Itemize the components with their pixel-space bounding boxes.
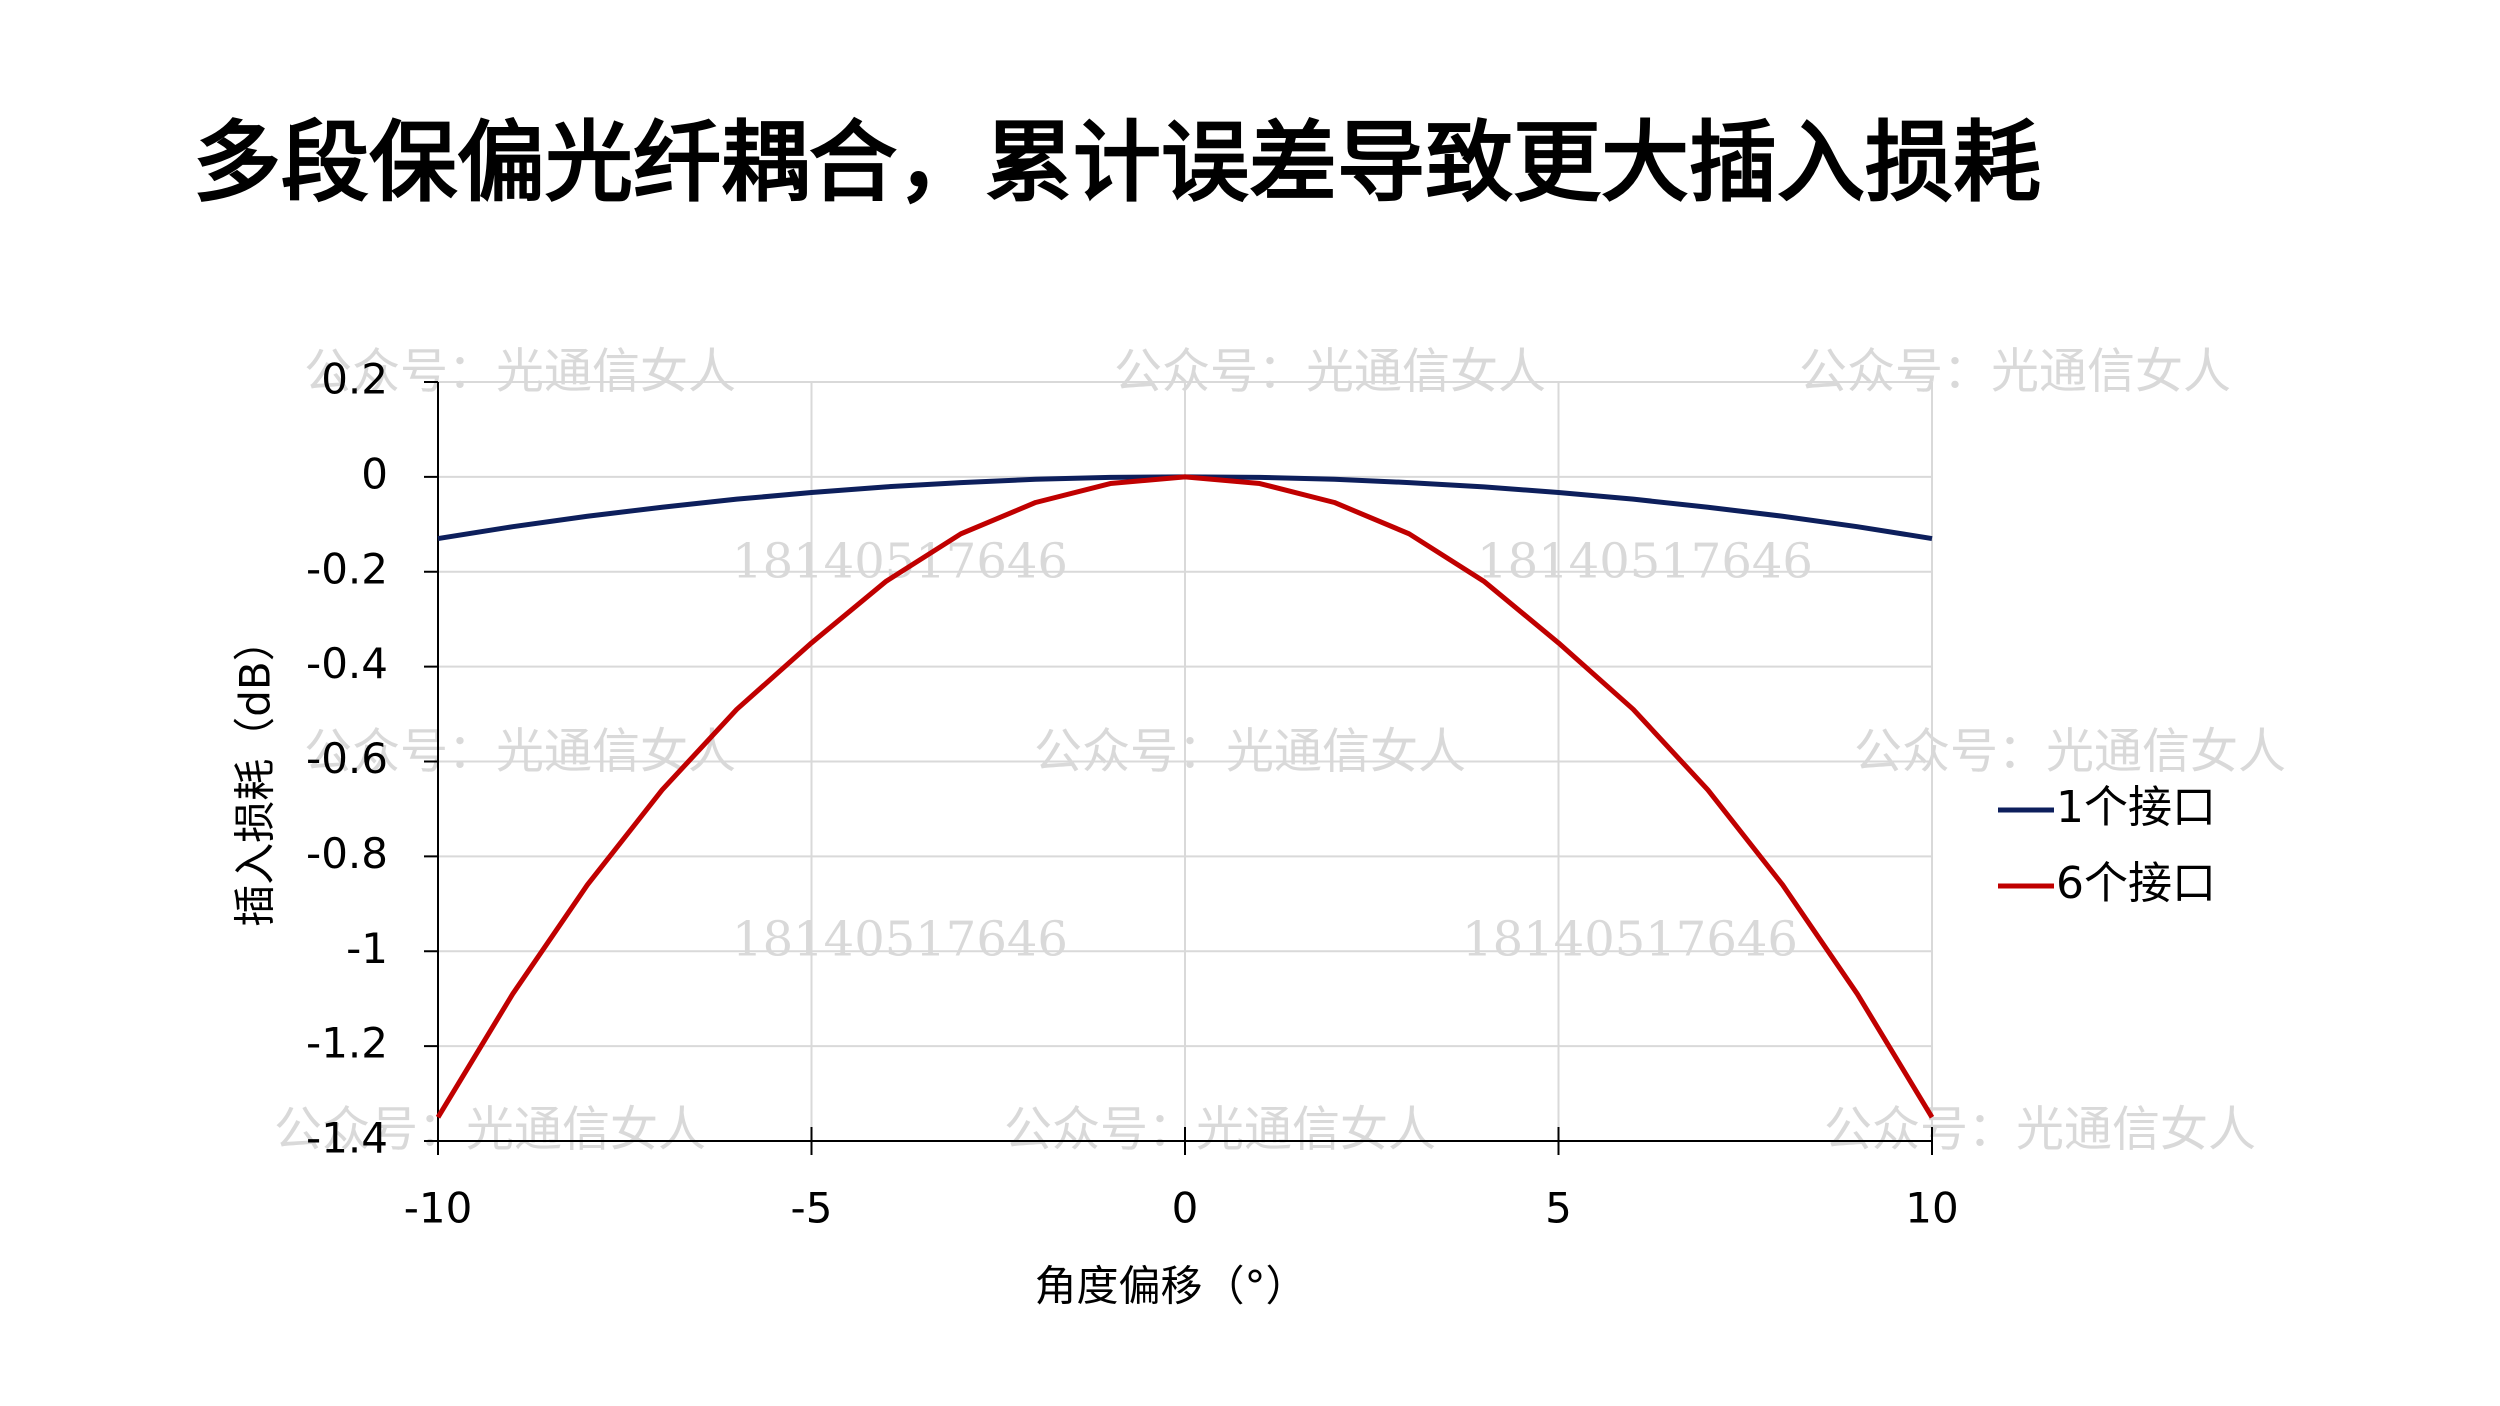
y-tick-label: -0.8 xyxy=(306,829,388,878)
watermark: 18140517646 xyxy=(1477,534,1813,590)
watermark: 公众号：光通信女人 xyxy=(1799,344,2231,400)
x-tick-label: -5 xyxy=(791,1184,833,1233)
watermark: 公众号：光通信女人 xyxy=(1824,1102,2256,1158)
x-tick-label: -10 xyxy=(404,1184,473,1233)
x-tick-label: 0 xyxy=(1172,1184,1199,1233)
y-axis-title: 插入损耗（dB） xyxy=(231,619,280,926)
watermark: 18140517646 xyxy=(732,912,1068,968)
x-tick-label: 10 xyxy=(1905,1184,1958,1233)
x-axis-title: 角度偏移（°） xyxy=(1034,1262,1307,1311)
watermark: 公众号：光通信女人 xyxy=(1114,344,1546,400)
y-tick-label: -0.4 xyxy=(306,639,388,688)
x-tick-label: 5 xyxy=(1545,1184,1572,1233)
y-tick-label: -0.6 xyxy=(306,734,388,783)
watermark: 公众号：光通信女人 xyxy=(1034,724,1466,780)
y-tick-label: -0.2 xyxy=(306,544,388,593)
legend-label: 6个接口 xyxy=(2056,858,2216,909)
watermark: 公众号：光通信女人 xyxy=(1004,1102,1436,1158)
y-tick-label: 0.2 xyxy=(321,355,388,404)
watermark: 公众号：光通信女人 xyxy=(1854,724,2286,780)
series-line xyxy=(435,474,1935,1119)
y-tick-label: -1.4 xyxy=(306,1114,388,1163)
watermark: 公众号：光通信女人 xyxy=(274,1102,706,1158)
chart-title: 多段保偏光纤耦合，累计误差导致更大插入损耗 xyxy=(193,111,2041,214)
y-tick-label: -1 xyxy=(346,924,388,973)
watermark: 18140517646 xyxy=(1462,912,1798,968)
y-tick-label: 0 xyxy=(361,449,388,498)
watermark: 公众号：光通信女人 xyxy=(304,344,736,400)
watermark: 公众号：光通信女人 xyxy=(304,724,736,780)
y-tick-label: -1.2 xyxy=(306,1019,388,1068)
watermark: 18140517646 xyxy=(732,534,1068,590)
legend-label: 1个接口 xyxy=(2056,782,2216,833)
